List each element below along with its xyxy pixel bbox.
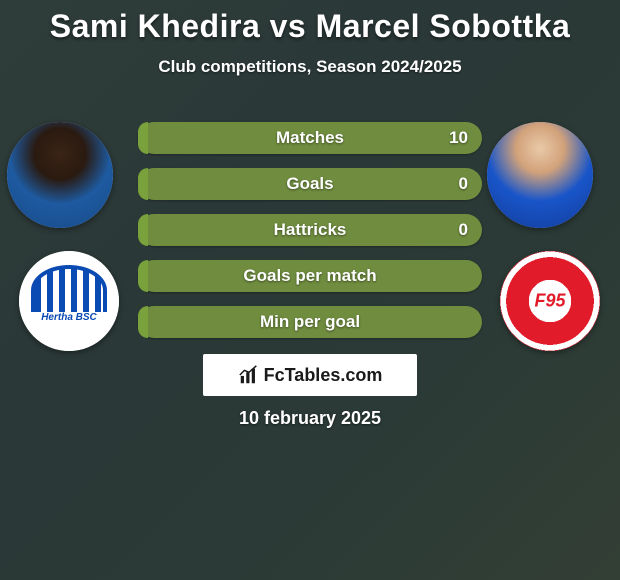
player-left-art (7, 122, 113, 228)
bar-chart-icon (238, 364, 260, 386)
club-left-art (19, 251, 119, 351)
date-text: 10 february 2025 (0, 408, 620, 429)
stat-label: Min per goal (138, 306, 482, 338)
stat-label: Goals (138, 168, 482, 200)
stat-value: 10 (449, 122, 468, 154)
stat-value: 0 (459, 214, 468, 246)
player-right-avatar (487, 122, 593, 228)
branding-text: FcTables.com (264, 365, 383, 386)
stat-label: Matches (138, 122, 482, 154)
player-left-avatar (7, 122, 113, 228)
stat-label: Hattricks (138, 214, 482, 246)
stat-bar-min-per-goal: Min per goal (138, 306, 482, 338)
stat-value: 0 (459, 168, 468, 200)
subtitle: Club competitions, Season 2024/2025 (0, 57, 620, 77)
comparison-card: Sami Khedira vs Marcel Sobottka Club com… (0, 0, 620, 580)
stat-bar-goals: Goals 0 (138, 168, 482, 200)
stat-label: Goals per match (138, 260, 482, 292)
branding-badge: FcTables.com (203, 354, 417, 396)
stat-bar-hattricks: Hattricks 0 (138, 214, 482, 246)
stat-bars: Matches 10 Goals 0 Hattricks 0 Goals per… (138, 122, 482, 352)
stat-bar-matches: Matches 10 (138, 122, 482, 154)
club-right-logo (500, 251, 600, 351)
club-left-logo (19, 251, 119, 351)
player-right-art (487, 122, 593, 228)
stat-bar-goals-per-match: Goals per match (138, 260, 482, 292)
club-right-art (500, 251, 600, 351)
page-title: Sami Khedira vs Marcel Sobottka (0, 0, 620, 45)
